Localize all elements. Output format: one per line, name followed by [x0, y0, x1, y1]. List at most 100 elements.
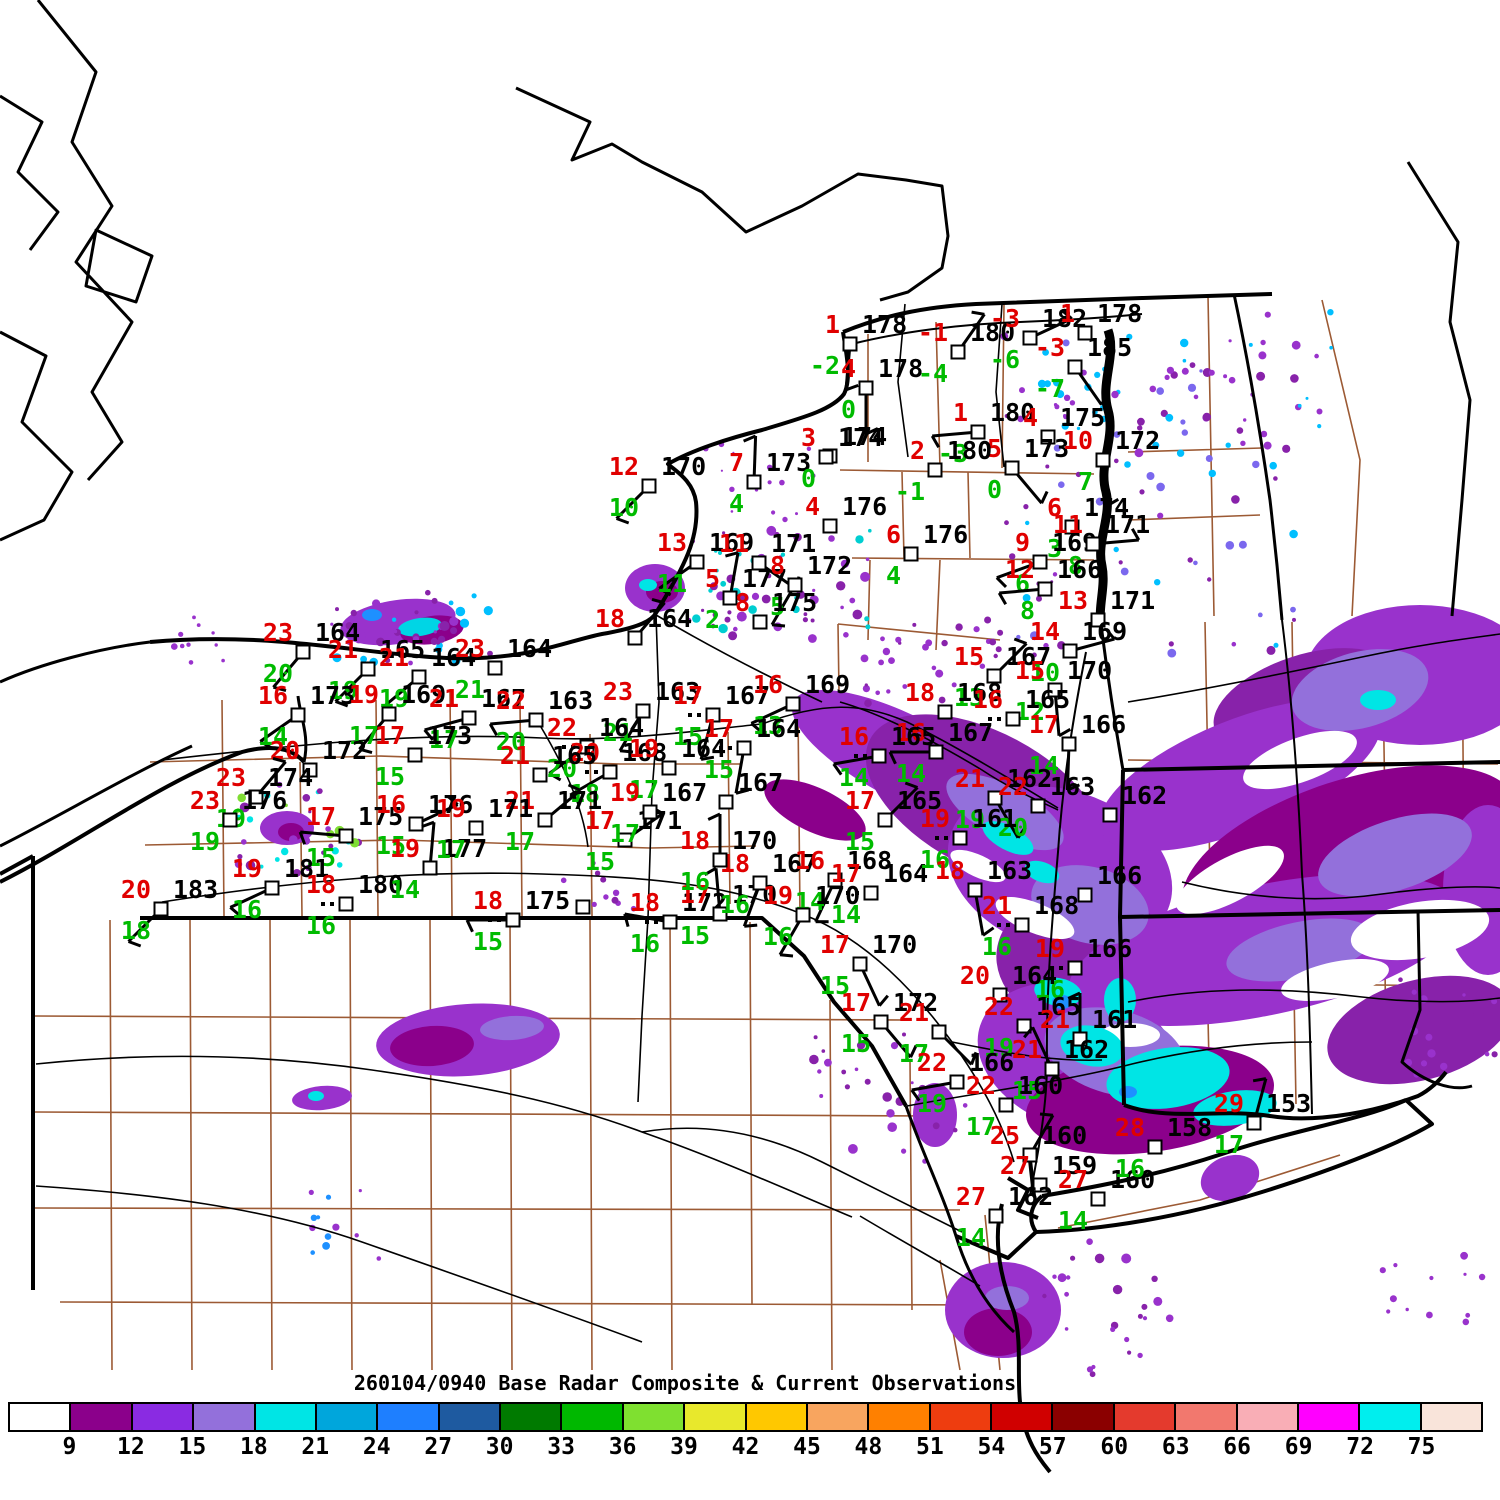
lake-ontario-west — [0, 640, 151, 684]
radar-speckle — [1000, 332, 1009, 341]
station-temperature: 21 — [429, 684, 459, 713]
station-dewpoint: 17 — [899, 1039, 929, 1068]
radar-speckle — [1053, 378, 1061, 387]
station-plot: 22 20 163 — [488, 686, 593, 756]
station-marker — [903, 546, 919, 562]
station-plot: 14 10 169 — [1030, 617, 1127, 687]
radar-speckle — [239, 802, 250, 813]
station-pressure: 167 — [662, 778, 707, 807]
colorbar-label: 18 — [239, 1434, 268, 1460]
radar-echo — [1360, 690, 1396, 710]
radar-echo — [1200, 1154, 1260, 1202]
radar-speckle — [1152, 441, 1160, 449]
colorbar-cell — [1114, 1404, 1177, 1430]
station-temperature: 5 — [705, 564, 720, 593]
delaware-river — [904, 1105, 1016, 1334]
station-marker — [468, 820, 484, 836]
station-plot: 21 17 171 — [505, 783, 602, 856]
station-plot: 8 175 — [735, 588, 817, 630]
wind-barb — [714, 868, 722, 915]
radar-speckle — [1070, 1255, 1076, 1261]
radar-speckle — [1156, 482, 1165, 492]
station-marker — [338, 828, 354, 844]
station-plot: 1 178 — [1060, 299, 1142, 341]
wind-barb-tick — [1058, 727, 1072, 738]
station-marker — [988, 1208, 1004, 1224]
station-pressure: 172 — [1115, 426, 1160, 455]
radar-speckle — [1199, 369, 1203, 373]
station-pressure: 172 — [322, 736, 367, 765]
station-temperature: 21 — [1040, 1005, 1070, 1034]
radar-speckle — [860, 571, 871, 582]
station-marker — [407, 747, 423, 763]
radar-speckle — [1076, 426, 1081, 431]
radar-speckle — [868, 528, 872, 533]
wind-barb-tick — [1106, 497, 1120, 508]
radar-speckle — [997, 629, 1004, 636]
station-plot: 16 14 173 — [258, 681, 355, 751]
station-plot: 6 3 174 — [1047, 493, 1129, 563]
colorbar-label: 21 — [301, 1434, 330, 1460]
station-marker — [818, 449, 834, 465]
station-marker — [949, 1074, 965, 1090]
radar-speckle — [1030, 631, 1039, 641]
station-temperature: 21 — [982, 891, 1012, 920]
station-temperature: 9 — [1015, 528, 1030, 557]
radar-speckle — [855, 535, 864, 544]
station-marker — [1147, 1139, 1163, 1155]
station-temperature: 17 — [704, 714, 734, 743]
radar-speckle — [1126, 333, 1133, 340]
station-temperature: 19 — [610, 778, 640, 807]
station-temperature: 22 — [547, 713, 577, 742]
radar-speckle — [1149, 385, 1157, 393]
radar-speckle — [234, 860, 243, 868]
station-temperature: -1 — [918, 318, 948, 347]
radar-speckle — [1462, 993, 1466, 997]
station-marker — [1040, 429, 1056, 445]
station-pressure: 169 — [805, 670, 850, 699]
station-marker — [408, 816, 424, 832]
station-temperature: 18 — [935, 856, 965, 885]
station-temperature: 20 — [570, 738, 600, 767]
station-marker — [863, 885, 879, 901]
wind-barb — [1092, 538, 1139, 546]
station-dewpoint: 17 — [436, 835, 466, 864]
station-temperature: 23 — [190, 786, 220, 815]
radar-speckle — [1042, 1293, 1047, 1299]
colorbar-label: 30 — [485, 1434, 514, 1460]
radar-echo — [308, 1091, 324, 1101]
station-plot: 19 17 171 — [436, 794, 533, 864]
station-temperature: 16 — [376, 790, 406, 819]
colorbar-cell — [501, 1404, 563, 1430]
wind-barb-tick — [651, 597, 665, 605]
radar-speckle — [1100, 415, 1107, 423]
station-dewpoint: 19 — [955, 805, 985, 834]
station-pressure: 172 — [807, 551, 852, 580]
radar-speckle — [1166, 366, 1174, 374]
station-plot: 17 14 164 — [831, 859, 928, 929]
radar-speckle — [794, 596, 798, 600]
station-dewpoint: 17 — [349, 721, 379, 750]
radar-speckle — [331, 847, 339, 855]
radar-echo — [639, 579, 657, 591]
radar-speckle — [1063, 394, 1071, 401]
station-dewpoint: 8 — [1068, 551, 1083, 580]
radar-speckle — [995, 646, 1002, 653]
radar-speckle — [237, 793, 246, 803]
station-marker — [1004, 460, 1020, 476]
station-pressure: 168 — [847, 846, 892, 875]
wind-barb-tick — [334, 700, 349, 708]
weather-dot — [697, 713, 701, 717]
radar-speckle — [728, 631, 738, 641]
station-dewpoint: 17 — [966, 1112, 996, 1141]
station-marker — [852, 956, 868, 972]
wind-barb-tick — [703, 866, 717, 877]
radar-speckle — [1289, 529, 1298, 539]
station-marker — [1032, 554, 1048, 570]
station-marker — [1067, 359, 1083, 375]
radar-speckle — [902, 1032, 906, 1037]
radar-speckle — [1112, 1284, 1123, 1295]
station-plot: 19 16 181 — [229, 854, 329, 924]
colorbar-label: 39 — [670, 1434, 698, 1460]
station-dewpoint: 16 — [306, 911, 336, 940]
